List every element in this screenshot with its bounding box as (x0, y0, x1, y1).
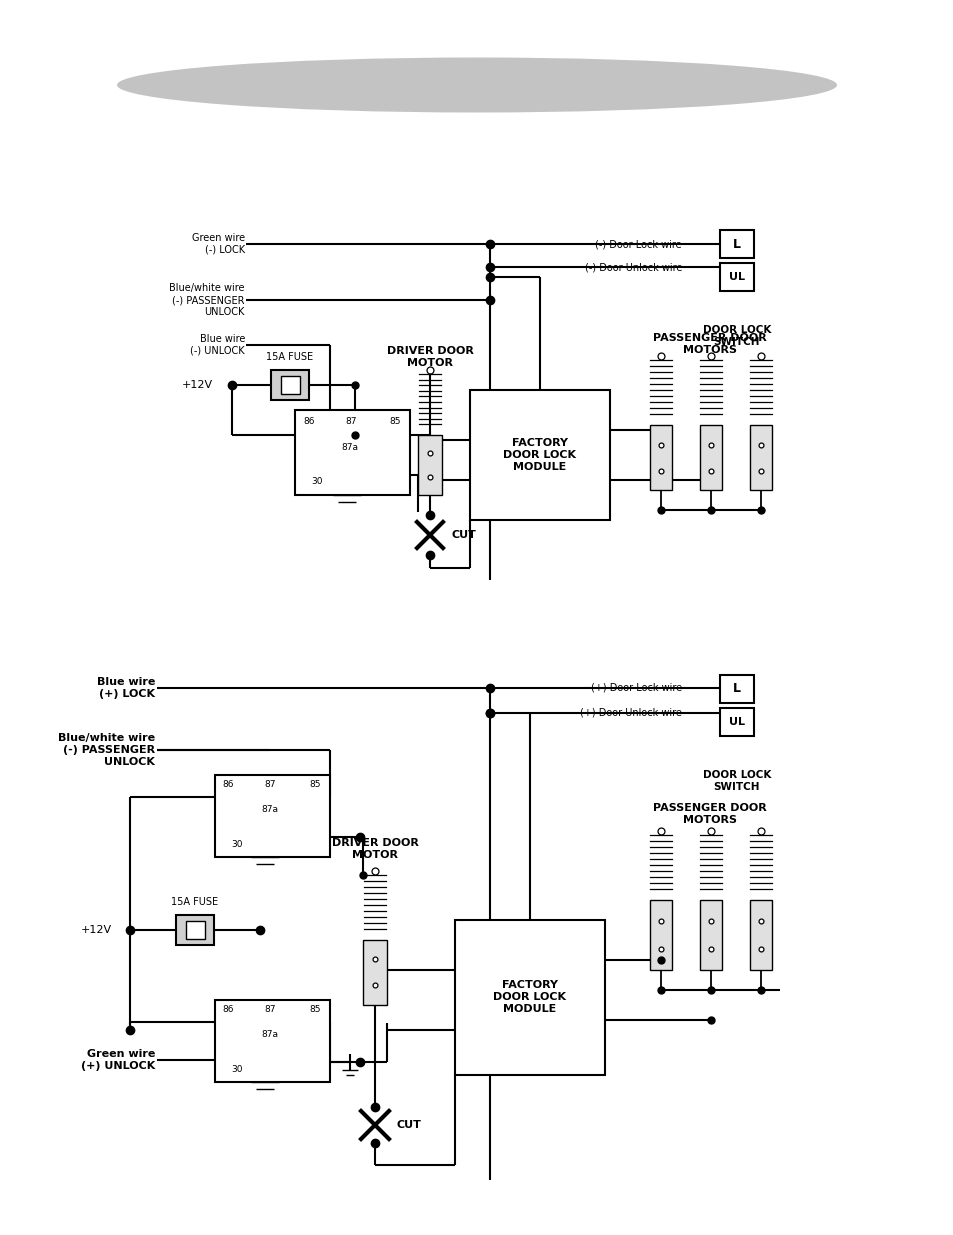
Text: CUT: CUT (396, 1120, 421, 1130)
Text: DRIVER DOOR
MOTOR: DRIVER DOOR MOTOR (386, 346, 473, 368)
Ellipse shape (117, 58, 836, 112)
Bar (271, 370, 309, 400)
Text: Blue wire
(+) LOCK: Blue wire (+) LOCK (96, 677, 154, 699)
Text: Blue wire
(-) UNLOCK: Blue wire (-) UNLOCK (191, 335, 245, 356)
Bar (417, 435, 441, 495)
Text: (+) Door Unlock wire: (+) Door Unlock wire (579, 708, 681, 718)
Text: CUT: CUT (452, 530, 476, 540)
Text: UL: UL (728, 718, 744, 727)
Text: DOOR LOCK
SWITCH: DOOR LOCK SWITCH (702, 769, 770, 792)
Text: 87: 87 (264, 781, 275, 789)
Bar (649, 425, 671, 490)
Text: 30: 30 (231, 841, 242, 850)
Text: DRIVER DOOR
MOTOR: DRIVER DOOR MOTOR (332, 839, 418, 860)
Text: 30: 30 (231, 1066, 242, 1074)
Text: PASSENGER DOOR
MOTORS: PASSENGER DOOR MOTORS (653, 804, 766, 825)
Text: 85: 85 (309, 1005, 320, 1014)
Text: 87a: 87a (261, 805, 278, 815)
Text: 30: 30 (311, 478, 322, 487)
Text: 15A FUSE: 15A FUSE (172, 897, 218, 906)
Bar (749, 425, 771, 490)
Bar (294, 410, 410, 495)
Text: L: L (732, 237, 740, 251)
Text: 86: 86 (222, 1005, 233, 1014)
Bar (649, 900, 671, 969)
Text: 87a: 87a (261, 1030, 278, 1040)
Text: 85: 85 (309, 781, 320, 789)
Text: (-) Door Lock wire: (-) Door Lock wire (595, 240, 681, 249)
Text: Green wire
(+) UNLOCK: Green wire (+) UNLOCK (81, 1050, 154, 1071)
Bar (720, 263, 753, 291)
Text: UL: UL (728, 272, 744, 282)
Bar (720, 230, 753, 258)
Text: 15A FUSE: 15A FUSE (266, 352, 314, 362)
Text: FACTORY
DOOR LOCK
MODULE: FACTORY DOOR LOCK MODULE (493, 981, 566, 1014)
Text: +12V: +12V (81, 925, 112, 935)
Text: 87a: 87a (341, 443, 358, 452)
Bar (720, 708, 753, 736)
Bar (720, 676, 753, 703)
Text: DOOR LOCK
SWITCH: DOOR LOCK SWITCH (702, 325, 770, 347)
Bar (749, 900, 771, 969)
Bar (214, 776, 330, 857)
Text: 85: 85 (389, 417, 400, 426)
Bar (281, 375, 299, 394)
Bar (455, 920, 604, 1074)
Text: 87: 87 (345, 417, 356, 426)
Text: PASSENGER DOOR
MOTORS: PASSENGER DOOR MOTORS (653, 333, 766, 354)
Text: 86: 86 (222, 781, 233, 789)
Text: FACTORY
DOOR LOCK
MODULE: FACTORY DOOR LOCK MODULE (503, 438, 576, 472)
Bar (700, 900, 721, 969)
Text: (-) Door Unlock wire: (-) Door Unlock wire (584, 262, 681, 272)
Text: 87: 87 (264, 1005, 275, 1014)
Bar (214, 1000, 330, 1082)
Bar (363, 940, 387, 1005)
Bar (175, 915, 213, 945)
Bar (470, 390, 609, 520)
Text: L: L (732, 683, 740, 695)
Text: Blue/white wire
(-) PASSENGER
UNLOCK: Blue/white wire (-) PASSENGER UNLOCK (170, 283, 245, 316)
Bar (700, 425, 721, 490)
Text: Blue/white wire
(-) PASSENGER
UNLOCK: Blue/white wire (-) PASSENGER UNLOCK (58, 734, 154, 767)
Text: Green wire
(-) LOCK: Green wire (-) LOCK (192, 233, 245, 254)
Text: +12V: +12V (182, 380, 213, 390)
Text: (+) Door Lock wire: (+) Door Lock wire (590, 683, 681, 693)
Text: 86: 86 (303, 417, 314, 426)
Bar (186, 921, 205, 939)
